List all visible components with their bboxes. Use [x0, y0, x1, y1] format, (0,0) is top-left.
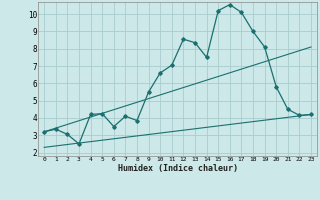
- X-axis label: Humidex (Indice chaleur): Humidex (Indice chaleur): [118, 164, 238, 173]
